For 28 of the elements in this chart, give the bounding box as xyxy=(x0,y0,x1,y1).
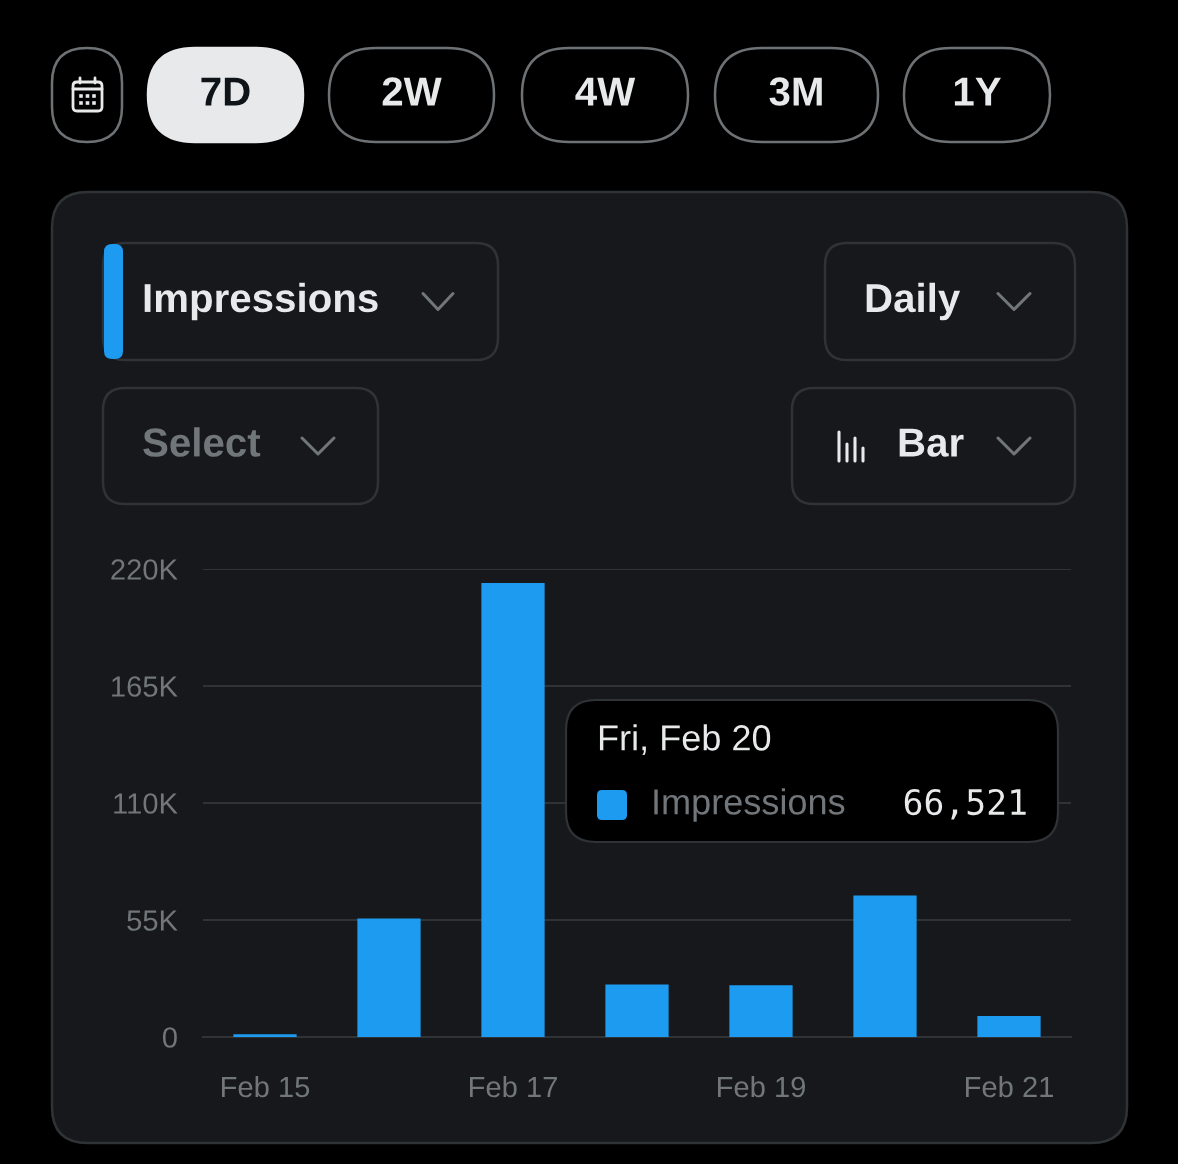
y-tick-label: 220K xyxy=(111,559,178,580)
bar xyxy=(729,985,793,1037)
text: Select xyxy=(143,427,261,457)
y-tick-label: 55K xyxy=(127,910,178,931)
text: 3M xyxy=(769,77,822,106)
text: Daily xyxy=(866,282,961,321)
text: 1Y xyxy=(954,77,1001,106)
text: 7D xyxy=(201,77,250,106)
bar xyxy=(481,583,545,1037)
text: Impressions xyxy=(144,282,378,321)
text: Bar xyxy=(899,428,964,457)
y-tick-label: 110K xyxy=(114,793,178,814)
annotation: 66,521 xyxy=(904,788,1026,820)
bar xyxy=(233,1034,297,1037)
bar xyxy=(357,918,421,1037)
bar xyxy=(605,984,669,1037)
bar xyxy=(853,895,917,1037)
bar xyxy=(977,1015,1041,1037)
text: 4W xyxy=(575,77,636,106)
annotation: Fri, Feb 20 xyxy=(599,724,771,755)
x-tick-label: Feb 19 xyxy=(718,1075,806,1098)
annotation: Impressions xyxy=(654,788,845,822)
y-tick-label: 165K xyxy=(112,676,178,697)
text: 2W xyxy=(382,77,442,106)
x-tick-label: Feb 21 xyxy=(966,1075,1053,1098)
x-tick-label: Feb 17 xyxy=(470,1075,557,1098)
x-tick-label: Feb 15 xyxy=(222,1075,310,1098)
y-tick-label: 0 xyxy=(162,1027,177,1048)
